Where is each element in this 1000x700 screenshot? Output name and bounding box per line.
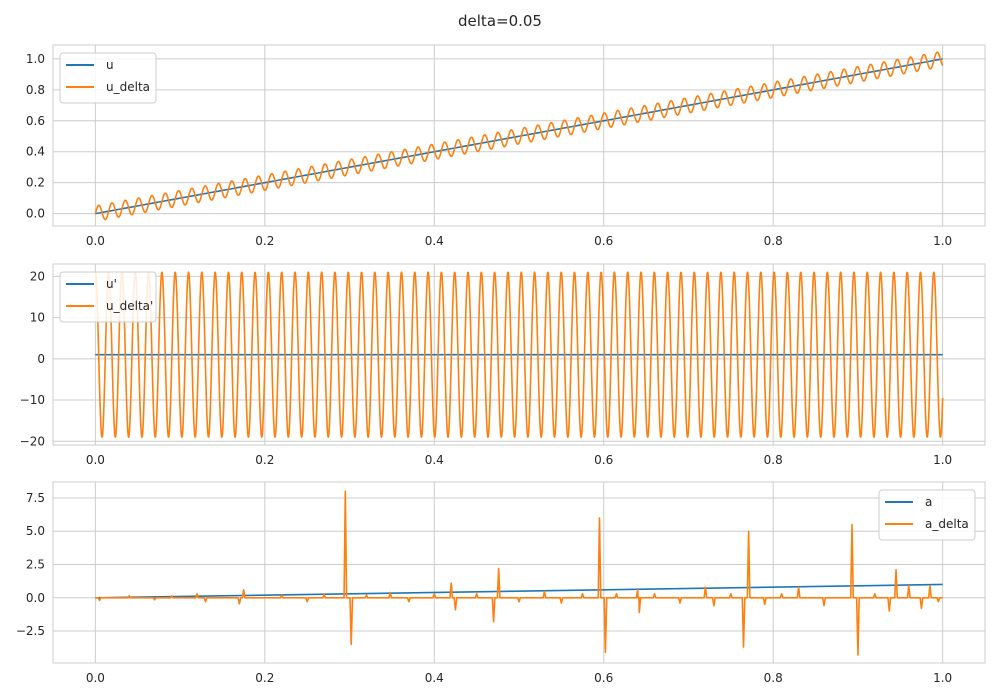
plot-area: [95, 490, 943, 656]
y-tick-label: 0.6: [26, 114, 45, 128]
legend: a a_delta: [878, 489, 976, 541]
y-tick-label: −2.5: [16, 624, 45, 638]
y-tick-label: 0.8: [26, 83, 45, 97]
x-tick-label: 0.0: [86, 234, 105, 248]
y-tick-label: 20: [30, 269, 45, 283]
y-tick-label: 0.0: [26, 207, 45, 221]
legend: u' u_delta': [59, 271, 157, 323]
x-tick-label: 0.8: [764, 671, 783, 685]
legend-label: u_delta: [106, 80, 150, 94]
x-tick-label: 1.0: [933, 453, 952, 467]
series-line-u_delta-: [94, 271, 944, 438]
x-tick-label: 0.4: [425, 453, 444, 467]
subplot-2: 0.0 0.2 0.4 0.6 0.8 1.0 −20 −10 0 10 20 u' u_delta': [20, 263, 986, 467]
x-tick-label: 0.0: [86, 453, 105, 467]
figure-title: delta=0.05: [458, 12, 542, 30]
series-line-a: [95, 583, 943, 599]
x-tick-label: 0.4: [425, 671, 444, 685]
x-tick-label: 0.0: [86, 671, 105, 685]
series-line-u_delta: [94, 51, 944, 221]
y-tick-label: 2.5: [26, 558, 45, 572]
plot-area: [94, 51, 944, 221]
x-tick-label: 0.8: [764, 234, 783, 248]
axes-frame: [52, 481, 986, 664]
y-tick-label: 0: [37, 352, 45, 366]
x-tick-label: 0.2: [255, 453, 274, 467]
y-tick-label: 10: [30, 311, 45, 325]
x-tick-label: 0.2: [255, 671, 274, 685]
x-tick-label: 0.8: [764, 453, 783, 467]
legend-label: u': [106, 277, 117, 291]
x-tick-label: 0.2: [255, 234, 274, 248]
legend: u u_delta: [59, 52, 157, 104]
y-tick-label: 7.5: [26, 491, 45, 505]
x-tick-label: 0.4: [425, 234, 444, 248]
subplots: 0.0 0.2 0.4 0.6 0.8 1.0 0.0 0.2 0.4 0.6 0.8 1.0 u u_d…: [16, 44, 986, 685]
legend-label: u_delta': [106, 299, 153, 313]
x-tick-label: 1.0: [933, 234, 952, 248]
y-tick-label: 5.0: [26, 524, 45, 538]
y-tick-label: 0.2: [26, 176, 45, 190]
y-tick-label: −10: [20, 393, 45, 407]
x-tick-label: 1.0: [933, 671, 952, 685]
legend-label: u: [106, 58, 114, 72]
y-tick-label: 0.4: [26, 145, 45, 159]
y-tick-label: −20: [20, 434, 45, 448]
legend-label: a_delta: [925, 517, 969, 531]
legend-label: a: [925, 495, 932, 509]
axes-frame: [52, 44, 986, 227]
x-tick-label: 0.6: [594, 671, 613, 685]
y-tick-label: 0.0: [26, 591, 45, 605]
series-line-a_delta: [95, 490, 943, 656]
axes-frame: [52, 263, 986, 446]
plot-area: [94, 271, 944, 438]
subplot-1: 0.0 0.2 0.4 0.6 0.8 1.0 0.0 0.2 0.4 0.6 0.8 1.0 u u_d…: [26, 44, 986, 248]
x-tick-label: 0.6: [594, 234, 613, 248]
y-tick-label: 1.0: [26, 52, 45, 66]
x-tick-label: 0.6: [594, 453, 613, 467]
subplot-3: 0.0 0.2 0.4 0.6 0.8 1.0 −2.5 0.0 2.5 5.0 7.5 a a_del…: [16, 481, 986, 685]
